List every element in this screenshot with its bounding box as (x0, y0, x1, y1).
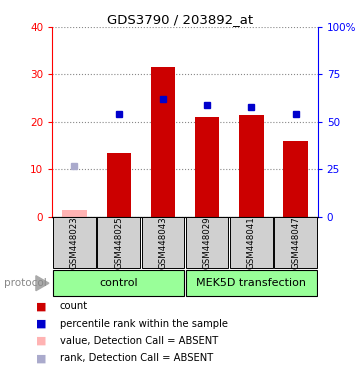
Text: GSM448047: GSM448047 (291, 217, 300, 269)
Text: GSM448023: GSM448023 (70, 217, 79, 269)
Bar (283, 141, 308, 217)
Text: GSM448029: GSM448029 (203, 217, 212, 269)
Bar (97, 217, 140, 268)
Bar (106, 153, 131, 217)
Bar (62, 210, 87, 217)
Text: ■: ■ (36, 336, 47, 346)
Bar (274, 217, 317, 268)
Text: MEK5D transfection: MEK5D transfection (196, 278, 306, 288)
Bar (186, 270, 317, 296)
Bar (53, 217, 96, 268)
Bar (53, 270, 184, 296)
Text: ■: ■ (36, 353, 47, 363)
Bar (195, 117, 219, 217)
Bar (142, 217, 184, 268)
Text: value, Detection Call = ABSENT: value, Detection Call = ABSENT (60, 336, 218, 346)
Bar (230, 217, 273, 268)
Polygon shape (36, 276, 49, 291)
Text: ■: ■ (36, 319, 47, 329)
Text: ■: ■ (36, 301, 47, 311)
Bar (239, 115, 264, 217)
Text: GSM448025: GSM448025 (114, 217, 123, 269)
Text: control: control (99, 278, 138, 288)
Text: count: count (60, 301, 88, 311)
Text: rank, Detection Call = ABSENT: rank, Detection Call = ABSENT (60, 353, 213, 363)
Text: GDS3790 / 203892_at: GDS3790 / 203892_at (108, 13, 253, 26)
Text: protocol: protocol (4, 278, 46, 288)
Text: GSM448041: GSM448041 (247, 217, 256, 269)
Bar (151, 67, 175, 217)
Text: GSM448043: GSM448043 (158, 217, 168, 269)
Bar (186, 217, 229, 268)
Text: percentile rank within the sample: percentile rank within the sample (60, 319, 227, 329)
